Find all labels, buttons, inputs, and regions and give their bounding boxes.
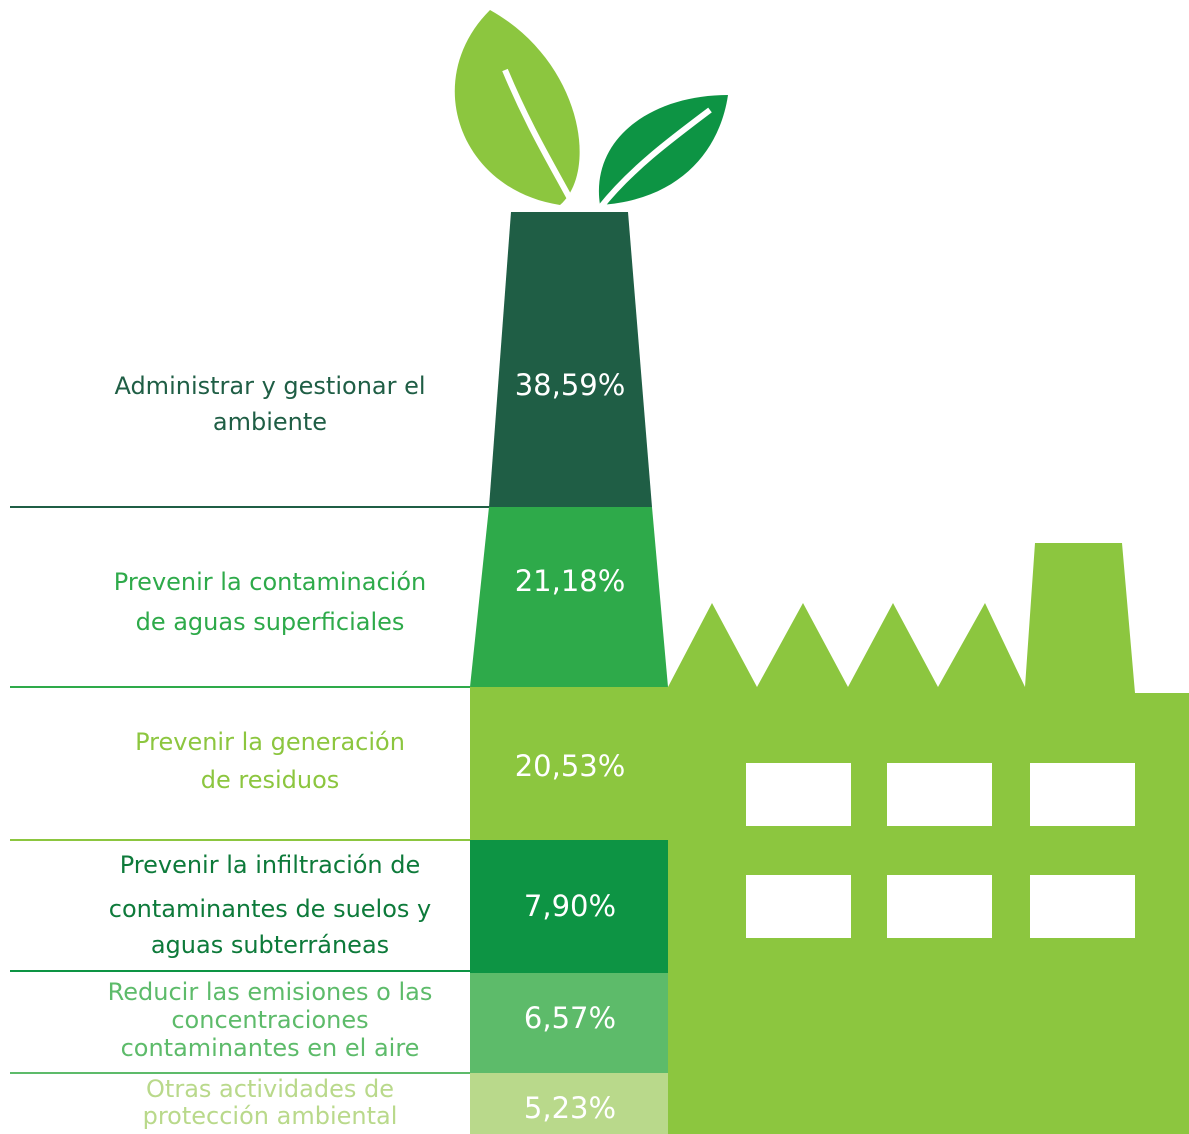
category-label: Prevenir la generación (135, 728, 405, 756)
category-label: contaminantes en el aire (121, 1034, 420, 1062)
category-label: de residuos (201, 766, 340, 794)
leaf-vein (502, 68, 578, 210)
percentage: 5,23% (524, 1091, 616, 1125)
percentage: 21,18% (515, 564, 626, 598)
window (887, 875, 992, 938)
window (887, 763, 992, 826)
factory (668, 543, 1189, 1134)
category-label: de aguas superficiales (136, 608, 405, 636)
category-label: concentraciones (171, 1006, 368, 1034)
category-label: ambiente (213, 408, 327, 436)
leaf-left (454, 10, 580, 205)
category-label: protección ambiental (143, 1102, 398, 1130)
chimney-segment (470, 687, 668, 840)
leaf-vein (597, 107, 712, 210)
percentage: 38,59% (515, 368, 626, 402)
category-label: Prevenir la contaminación (114, 568, 426, 596)
window (1030, 763, 1135, 826)
category-label: Reducir las emisiones o las (108, 978, 433, 1006)
percentage: 6,57% (524, 1001, 616, 1035)
windows (746, 763, 1135, 938)
chimney-segment (470, 507, 668, 687)
labels: Administrar y gestionar el ambiente 38,59%… (108, 368, 626, 1130)
chimney-segment (489, 212, 652, 507)
percentage: 7,90% (524, 889, 616, 923)
category-label: Otras actividades de (146, 1075, 394, 1103)
window (1030, 875, 1135, 938)
chimney-segment (470, 973, 668, 1073)
category-label: Prevenir la infiltración de (120, 851, 421, 879)
window (746, 763, 851, 826)
window (746, 875, 851, 938)
category-label: contaminantes de suelos y (109, 895, 432, 923)
percentage: 20,53% (515, 749, 626, 783)
category-label: aguas subterráneas (151, 931, 389, 959)
chimney-segment (470, 840, 668, 973)
chimney-segment (470, 1073, 668, 1134)
category-label: Administrar y gestionar el (114, 372, 425, 400)
